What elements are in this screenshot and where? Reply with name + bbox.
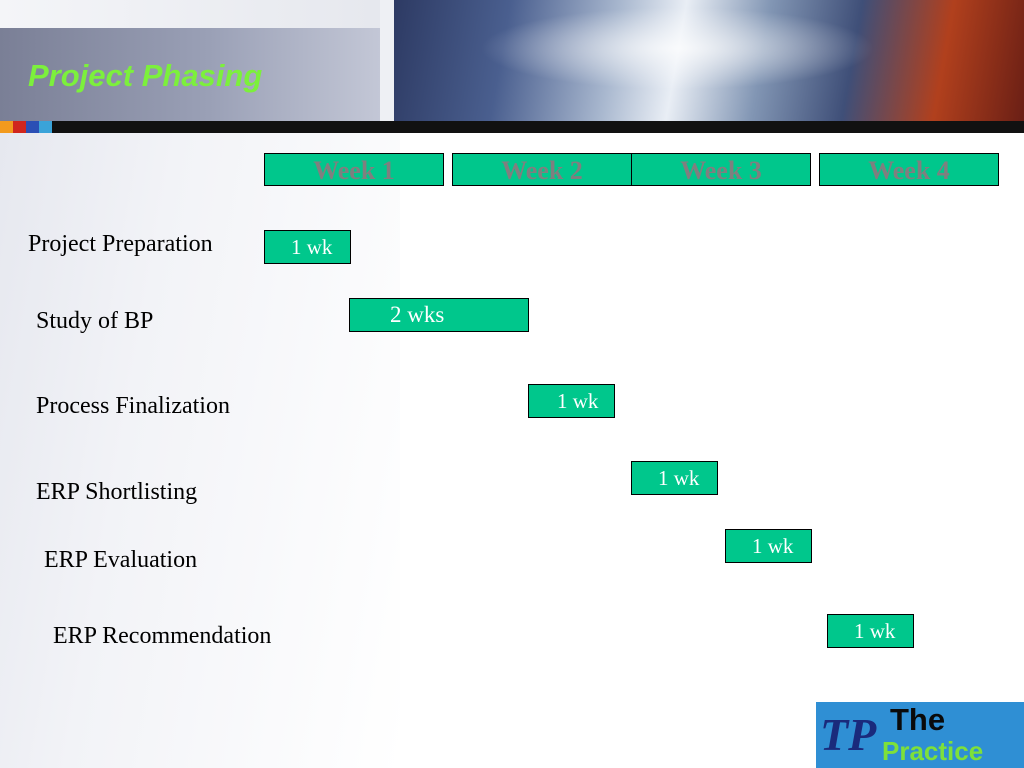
logo-text-practice: Practice: [882, 734, 1024, 768]
duration-bar-erp-shortlisting: 1 wk: [631, 461, 718, 495]
duration-bar-erp-recommendation: 1 wk: [827, 614, 914, 648]
accent-square-red: [13, 121, 26, 133]
logo-mark: TP: [820, 709, 877, 760]
week-header-2: Week 2: [452, 153, 632, 186]
the-practice-logo: TP The Practice: [816, 702, 1024, 768]
accent-square-cyan: [39, 121, 52, 133]
duration-bar-process-finalization: 1 wk: [528, 384, 615, 418]
logo-text-the: The: [890, 702, 946, 737]
week-header-1: Week 1: [264, 153, 444, 186]
header-strip: [0, 121, 1024, 133]
header-top-left: [0, 0, 380, 28]
header-band: Project Phasing: [0, 0, 1024, 121]
week-header-4: Week 4: [819, 153, 999, 186]
duration-bar-project-preparation: 1 wk: [264, 230, 351, 264]
task-label-erp-evaluation: ERP Evaluation: [44, 547, 198, 573]
header-divider: [380, 0, 394, 121]
duration-bar-erp-evaluation: 1 wk: [725, 529, 812, 563]
header-image: [394, 0, 1024, 121]
page-title: Project Phasing: [28, 58, 263, 93]
task-label-erp-shortlisting: ERP Shortlisting: [36, 479, 198, 505]
accent-square-blue: [26, 121, 39, 133]
header-title-area: [0, 28, 380, 121]
accent-square-orange: [0, 121, 13, 133]
task-label-study-of-bp: Study of BP: [36, 308, 154, 334]
background-panel: [0, 133, 400, 768]
duration-bar-study-of-bp: 2 wks: [349, 298, 529, 332]
week-header-3: Week 3: [631, 153, 811, 186]
task-label-project-preparation: Project Preparation: [28, 231, 213, 257]
task-label-erp-recommendation: ERP Recommendation: [53, 623, 272, 649]
task-label-process-finalization: Process Finalization: [36, 393, 230, 419]
